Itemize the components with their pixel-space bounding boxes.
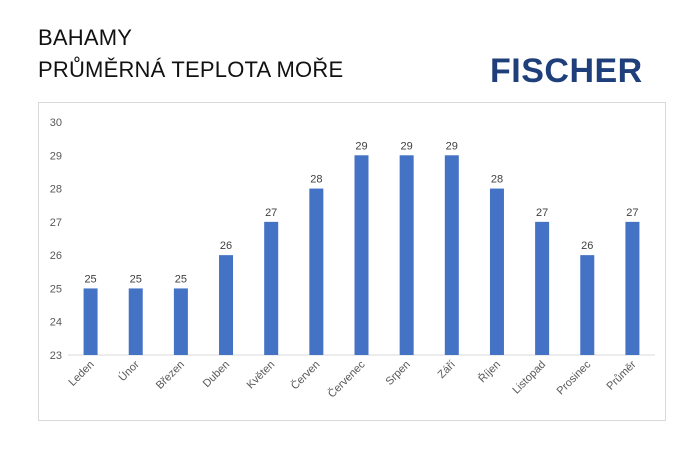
bar [173,288,188,355]
bar [625,221,640,355]
data-label: 25 [175,273,187,285]
x-tick-label: Listopad [510,359,548,397]
bar [83,288,98,355]
y-tick-label: 28 [50,184,62,196]
bar [489,188,504,355]
data-label: 28 [310,174,322,186]
chart-frame: 23 24 25 26 27 28 29 30 25 Leden 25 Únor 25 Březen 26 D… [38,102,666,421]
y-tick-label: 23 [50,350,62,362]
data-label: 27 [626,207,638,219]
bar [399,155,414,355]
data-label: 26 [581,240,593,252]
y-tick-label: 30 [50,117,62,129]
bar [354,155,369,355]
bar [580,255,595,355]
data-label: 27 [265,207,277,219]
y-tick-label: 26 [50,250,62,262]
x-tick-label: Červenec [325,358,368,401]
x-tick-label: Únor [116,358,142,384]
bar [128,288,143,355]
title-line-1: BAHAMY [38,25,133,50]
bar [444,155,459,355]
bar [264,221,279,355]
title-line-2: PRŮMĚRNÁ TEPLOTA MOŘE [38,57,344,82]
x-tick-label: Září [436,359,458,381]
data-label: 27 [536,207,548,219]
y-tick-label: 25 [50,283,62,295]
x-tick-label: Průměr [605,358,639,392]
bar-chart: 23 24 25 26 27 28 29 30 25 Leden 25 Únor 25 Březen 26 D… [50,117,655,401]
data-label: 28 [491,174,503,186]
bar [535,221,550,355]
data-label: 25 [84,273,96,285]
data-label: 29 [446,140,458,152]
x-tick-label: Květen [245,359,278,392]
x-tick-label: Prosinec [555,358,594,397]
data-label: 29 [401,140,413,152]
x-tick-label: Srpen [384,359,413,388]
data-label: 26 [220,240,232,252]
bar [309,188,324,355]
x-tick-label: Březen [154,359,187,392]
y-tick-label: 24 [50,317,62,329]
bar [219,255,234,355]
x-tick-label: Duben [201,359,232,390]
y-tick-label: 27 [50,217,62,229]
x-tick-label: Červen [288,358,322,392]
data-label: 29 [355,140,367,152]
x-tick-label: Leden [67,359,97,389]
x-tick-label: Říjen [476,358,503,385]
y-tick-label: 29 [50,150,62,162]
fischer-logo: FISCHER [490,52,643,90]
data-label: 25 [130,273,142,285]
chart-title: BAHAMY PRŮMĚRNÁ TEPLOTA MOŘE [38,22,343,86]
